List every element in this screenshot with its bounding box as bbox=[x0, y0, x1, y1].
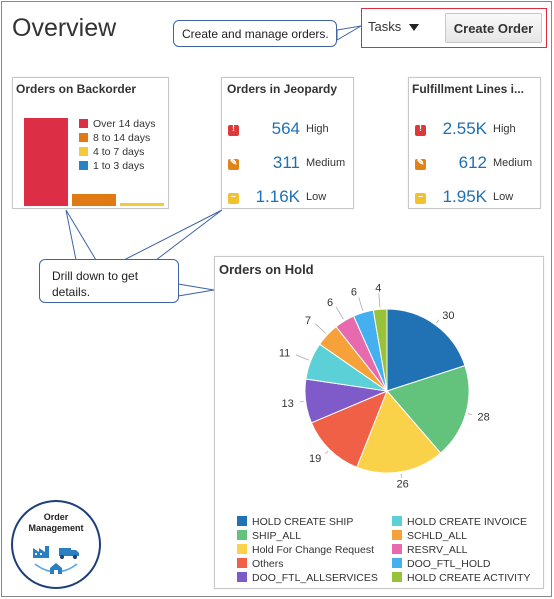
hold-legend-item: DOO_FTL_ALLSERVICES bbox=[237, 572, 378, 584]
pie-leader-line bbox=[335, 306, 344, 320]
pie-slice[interactable] bbox=[386, 365, 470, 454]
hold-legend-item: RESRV_ALL bbox=[392, 544, 468, 556]
hold-pie-chart[interactable]: 30 28 26 19 13 11 7 6 6 4 bbox=[215, 257, 545, 507]
pie-leader-line bbox=[436, 319, 440, 324]
legend-swatch bbox=[237, 572, 247, 582]
fulfillment-level: Low bbox=[493, 191, 514, 203]
callout-text: Drill down to get details. bbox=[52, 269, 139, 299]
hold-legend-item: SHIP_ALL bbox=[237, 530, 301, 542]
fulfillment-level: Medium bbox=[493, 157, 533, 169]
backorder-legend-item: Over 14 days bbox=[79, 118, 155, 130]
pie-slice[interactable] bbox=[386, 308, 466, 392]
backorder-bar[interactable] bbox=[120, 203, 164, 206]
hold-legend-item: HOLD CREATE INVOICE bbox=[392, 516, 527, 528]
fulfillment-value[interactable]: 612 bbox=[458, 153, 487, 172]
hold-legend-item: Others bbox=[237, 558, 284, 570]
create-order-button[interactable]: Create Order bbox=[445, 13, 542, 43]
fulfillment-title: Fulfillment Lines i... bbox=[412, 82, 525, 96]
low-priority-icon: – bbox=[415, 191, 426, 204]
legend-swatch bbox=[392, 516, 402, 526]
callout-text: Create and manage orders. bbox=[182, 27, 329, 41]
pie-data-label: 13 bbox=[281, 398, 293, 410]
fulfillment-value[interactable]: 2.55K bbox=[442, 119, 487, 138]
fulfillment-card[interactable]: Fulfillment Lines i... ! 2.55K High ✎ 61… bbox=[408, 77, 541, 209]
pie-data-label: 30 bbox=[442, 310, 454, 322]
pie-data-label: 6 bbox=[327, 297, 333, 309]
hold-legend-item: DOO_FTL_HOLD bbox=[392, 558, 490, 570]
backorder-title: Orders on Backorder bbox=[16, 82, 137, 96]
page-title: Overview bbox=[12, 14, 117, 42]
pie-data-label: 6 bbox=[351, 286, 357, 298]
legend-swatch bbox=[79, 147, 88, 156]
jeopardy-value[interactable]: 1.16K bbox=[255, 187, 300, 206]
low-priority-icon: – bbox=[228, 191, 239, 204]
jeopardy-value[interactable]: 564 bbox=[271, 119, 300, 138]
legend-swatch bbox=[237, 558, 247, 568]
medium-priority-icon: ✎ bbox=[228, 157, 239, 170]
backorder-legend-item: 8 to 14 days bbox=[79, 132, 150, 144]
pie-data-label: 4 bbox=[375, 282, 381, 294]
pie-data-label: 11 bbox=[279, 348, 290, 360]
legend-swatch bbox=[237, 530, 247, 540]
tasks-menu[interactable]: Tasks bbox=[368, 19, 402, 34]
legend-swatch bbox=[392, 530, 402, 540]
hold-legend-item: HOLD CREATE ACTIVITY bbox=[392, 572, 531, 584]
backorder-bar[interactable] bbox=[24, 118, 68, 206]
header-actions: Tasks Create Order bbox=[361, 8, 547, 48]
callout-drill-down: Drill down to get details. bbox=[39, 259, 179, 303]
hold-legend-item: Hold For Change Request bbox=[237, 544, 374, 556]
pie-leader-line bbox=[325, 450, 329, 455]
pie-data-label: 28 bbox=[478, 411, 490, 423]
legend-swatch bbox=[237, 544, 247, 554]
pie-leader-line bbox=[295, 354, 310, 361]
logo-label: Order Management bbox=[28, 512, 84, 533]
jeopardy-value[interactable]: 311 bbox=[272, 153, 300, 172]
pie-slice[interactable] bbox=[310, 390, 388, 468]
jeopardy-level: Low bbox=[306, 191, 327, 203]
high-priority-icon: ! bbox=[228, 123, 239, 136]
backorder-card[interactable]: Orders on Backorder Over 14 days 8 to 14… bbox=[12, 77, 169, 209]
hold-title: Orders on Hold bbox=[219, 262, 314, 277]
backorder-bar[interactable] bbox=[72, 194, 116, 206]
backorder-legend-item: 1 to 3 days bbox=[79, 160, 144, 172]
pie-leader-line bbox=[378, 293, 381, 308]
pie-leader-line bbox=[358, 297, 364, 311]
hold-legend-item: HOLD CREATE SHIP bbox=[237, 516, 353, 528]
pie-leader-line bbox=[467, 413, 472, 416]
callout-create-manage: Create and manage orders. bbox=[173, 20, 337, 47]
legend-swatch bbox=[392, 572, 402, 582]
pie-data-label: 7 bbox=[305, 315, 311, 327]
pie-data-label: 19 bbox=[309, 453, 321, 465]
legend-swatch bbox=[79, 133, 88, 142]
legend-swatch bbox=[79, 119, 88, 128]
legend-swatch bbox=[79, 161, 88, 170]
high-priority-icon: ! bbox=[415, 123, 426, 136]
chevron-down-icon[interactable] bbox=[409, 24, 419, 31]
jeopardy-card[interactable]: Orders in Jeopardy ! 564 High ✎ 311 Medi… bbox=[221, 77, 354, 209]
pie-leader-line bbox=[299, 401, 304, 403]
medium-priority-icon: ✎ bbox=[415, 157, 426, 170]
pie-data-label: 26 bbox=[397, 479, 409, 491]
fulfillment-value[interactable]: 1.95K bbox=[442, 187, 487, 206]
pie-slice[interactable] bbox=[356, 390, 442, 474]
hold-card[interactable]: Orders on Hold 30 28 26 19 13 11 7 6 6 4 HOLD CRE… bbox=[214, 256, 544, 589]
hold-legend-item: SCHLD_ALL bbox=[392, 530, 467, 542]
order-management-logo: Order Management bbox=[11, 500, 101, 589]
legend-swatch bbox=[237, 516, 247, 526]
legend-swatch bbox=[392, 558, 402, 568]
jeopardy-title: Orders in Jeopardy bbox=[227, 82, 338, 96]
backorder-legend-item: 4 to 7 days bbox=[79, 146, 144, 158]
pie-slice[interactable] bbox=[372, 308, 388, 392]
factory-truck-house-icon bbox=[33, 546, 79, 574]
legend-swatch bbox=[392, 544, 402, 554]
jeopardy-level: High bbox=[306, 123, 329, 135]
pie-leader-line bbox=[400, 473, 403, 478]
pie-leader-line bbox=[315, 323, 327, 334]
fulfillment-level: High bbox=[493, 123, 516, 135]
jeopardy-level: Medium bbox=[306, 157, 346, 169]
